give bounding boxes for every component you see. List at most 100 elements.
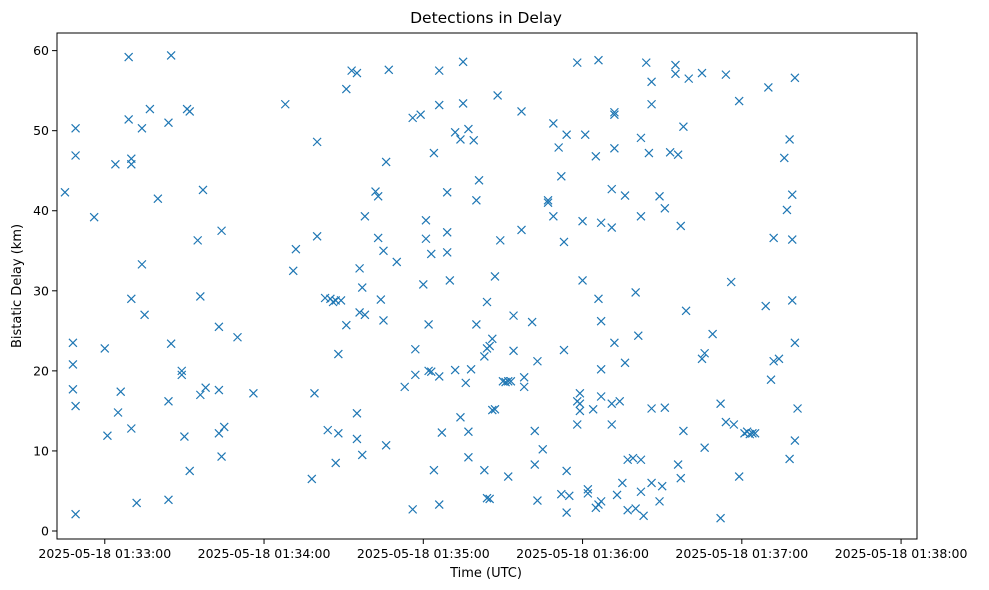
data-point bbox=[469, 135, 479, 145]
data-point bbox=[543, 195, 553, 205]
data-point bbox=[214, 385, 224, 395]
data-point bbox=[697, 354, 707, 364]
data-point bbox=[166, 339, 176, 349]
data-point bbox=[463, 452, 473, 462]
data-point bbox=[750, 428, 760, 438]
x-tick-label: 2025-05-18 01:34:00 bbox=[198, 546, 331, 561]
data-point bbox=[450, 365, 460, 375]
data-point bbox=[580, 130, 590, 140]
data-point bbox=[787, 295, 797, 305]
data-point bbox=[458, 99, 468, 108]
data-point bbox=[609, 110, 619, 120]
data-point bbox=[676, 473, 686, 483]
data-point bbox=[734, 472, 744, 481]
data-point bbox=[790, 73, 800, 83]
data-point bbox=[787, 190, 797, 200]
data-point bbox=[578, 275, 587, 285]
data-point bbox=[596, 218, 606, 228]
data-point bbox=[434, 66, 444, 76]
data-point bbox=[400, 382, 410, 392]
data-point bbox=[559, 345, 569, 355]
data-point bbox=[233, 332, 242, 342]
data-point bbox=[633, 331, 643, 341]
data-point bbox=[538, 444, 548, 454]
data-point bbox=[631, 287, 641, 297]
data-point bbox=[450, 127, 460, 137]
data-point bbox=[179, 432, 189, 441]
data-point bbox=[556, 171, 566, 181]
data-point bbox=[381, 440, 391, 450]
data-point bbox=[782, 205, 792, 215]
data-point bbox=[331, 458, 341, 468]
data-point bbox=[700, 443, 710, 453]
data-point bbox=[631, 504, 641, 514]
data-point bbox=[137, 123, 147, 133]
data-point bbox=[384, 65, 394, 75]
data-point bbox=[543, 198, 553, 208]
x-tick-label: 2025-05-18 01:33:00 bbox=[38, 546, 171, 561]
data-point bbox=[140, 310, 150, 320]
data-point bbox=[562, 466, 572, 476]
data-point bbox=[628, 453, 638, 463]
data-point bbox=[562, 130, 572, 140]
data-point bbox=[657, 481, 667, 491]
data-point bbox=[530, 460, 540, 469]
x-tick-label: 2025-05-18 01:36:00 bbox=[516, 546, 649, 561]
data-point bbox=[185, 107, 195, 116]
data-point bbox=[607, 223, 617, 232]
data-point bbox=[434, 372, 444, 381]
data-point bbox=[769, 356, 779, 366]
data-points bbox=[60, 50, 802, 523]
data-point bbox=[774, 354, 784, 364]
data-point bbox=[766, 375, 776, 385]
data-point bbox=[673, 150, 683, 160]
x-axis-ticks: 2025-05-18 01:33:00 2025-05-18 01:34:00 20… bbox=[38, 539, 967, 561]
data-point bbox=[71, 151, 81, 160]
data-point bbox=[564, 491, 574, 501]
data-point bbox=[341, 320, 351, 330]
data-point bbox=[785, 135, 795, 144]
x-tick-label: 2025-05-18 01:35:00 bbox=[357, 546, 490, 561]
data-point bbox=[442, 247, 452, 257]
data-point bbox=[708, 329, 718, 339]
data-point bbox=[785, 454, 795, 464]
data-point bbox=[333, 349, 343, 359]
data-point bbox=[562, 508, 572, 518]
data-point bbox=[578, 216, 587, 226]
data-point bbox=[164, 396, 173, 406]
data-point bbox=[408, 113, 418, 123]
data-point bbox=[594, 55, 603, 65]
x-axis-label: Time (UTC) bbox=[449, 566, 522, 581]
y-tick-label: 30 bbox=[33, 283, 49, 298]
data-point bbox=[636, 487, 646, 497]
data-point bbox=[479, 465, 489, 475]
data-point bbox=[763, 83, 773, 92]
data-point bbox=[575, 406, 585, 416]
data-point bbox=[671, 69, 680, 79]
data-point bbox=[660, 203, 670, 213]
data-point bbox=[716, 399, 726, 409]
data-point bbox=[647, 77, 656, 87]
data-point bbox=[533, 496, 542, 505]
data-point bbox=[357, 283, 367, 293]
data-point bbox=[517, 225, 526, 235]
data-point bbox=[126, 159, 136, 169]
data-point bbox=[678, 426, 688, 436]
data-point bbox=[485, 341, 495, 351]
data-point bbox=[697, 68, 707, 78]
data-point bbox=[434, 100, 444, 110]
data-point bbox=[126, 294, 136, 304]
data-point bbox=[434, 500, 444, 509]
data-point bbox=[360, 211, 370, 221]
data-point bbox=[615, 396, 625, 406]
data-point bbox=[71, 509, 81, 519]
data-point bbox=[71, 401, 81, 411]
data-point bbox=[503, 472, 513, 481]
data-point bbox=[60, 187, 70, 197]
data-point bbox=[665, 147, 675, 157]
data-point bbox=[607, 399, 617, 409]
data-point bbox=[214, 428, 224, 438]
data-point bbox=[410, 370, 420, 380]
